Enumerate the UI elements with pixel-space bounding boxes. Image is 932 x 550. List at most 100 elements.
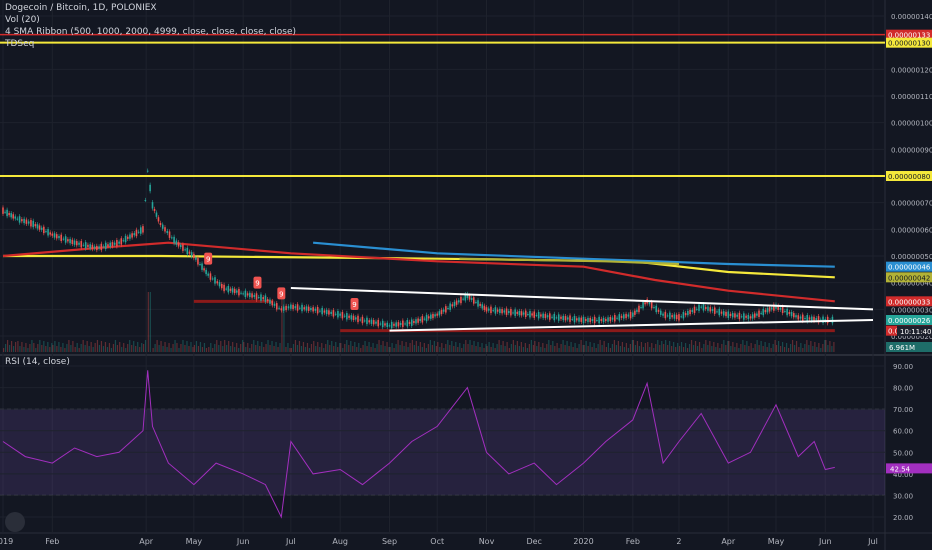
volume-bar	[415, 341, 417, 352]
volume-bar	[810, 341, 812, 352]
volume-bar	[655, 344, 657, 352]
volume-bar	[325, 344, 327, 352]
volume-bar	[585, 341, 587, 352]
candle-body	[758, 310, 760, 317]
candle-body	[334, 313, 337, 315]
volume-bar	[407, 347, 409, 352]
volume-bar	[80, 344, 82, 352]
volume-bar	[467, 344, 469, 352]
candle-body	[795, 315, 797, 318]
volume-bar	[570, 342, 572, 352]
candle-body	[253, 294, 256, 298]
volume-bar	[779, 346, 782, 352]
volume-bar	[512, 340, 514, 352]
candle-body	[544, 313, 547, 319]
volume-bar	[17, 341, 19, 352]
candle-body	[218, 282, 221, 287]
rsi-axis-label: 70.00	[893, 406, 913, 414]
symbol-title[interactable]: Dogecoin / Bitcoin, 1D, POLONIEX	[5, 3, 157, 13]
moving-average-line[interactable]	[2, 241, 835, 303]
candle-body	[445, 306, 447, 313]
volume-bar	[589, 342, 591, 352]
volume-bar	[263, 347, 265, 352]
candle-body	[341, 312, 344, 319]
candle-body	[801, 314, 804, 321]
tradingview-logo-icon[interactable]	[5, 512, 25, 532]
candle-body	[580, 317, 583, 322]
volume-bar	[688, 344, 691, 352]
rsi-indicator-label[interactable]: RSI (14, close)	[5, 357, 70, 367]
main-legend: Dogecoin / Bitcoin, 1D, POLONIEX Vol (20…	[5, 2, 296, 50]
volume-bar	[283, 292, 285, 352]
td-sequential-marker[interactable]	[253, 276, 262, 289]
volume-bar	[119, 342, 121, 352]
candle-body	[614, 315, 616, 322]
volume-bar	[777, 341, 780, 352]
volume-bar	[582, 345, 584, 352]
time-axis-label: Nov	[479, 537, 495, 546]
candle-body	[810, 316, 813, 321]
volume-bar	[566, 341, 568, 352]
td-sequential-marker[interactable]	[350, 298, 359, 310]
volume-bar	[595, 348, 597, 352]
time-axis-label: May	[186, 537, 203, 546]
level-price-badge	[886, 29, 932, 40]
moving-average-line[interactable]	[459, 257, 680, 266]
candle-body	[285, 305, 287, 311]
candle-body	[501, 309, 503, 314]
volume-bar	[271, 341, 273, 352]
rsi-pane	[0, 355, 932, 533]
rsi-line[interactable]	[2, 370, 835, 519]
volume-bar	[591, 347, 593, 352]
volume-bar	[768, 343, 770, 352]
volume-bar	[661, 341, 663, 352]
volume-bar	[199, 342, 202, 352]
time-axis-label: Dec	[526, 537, 541, 546]
volume-bar	[397, 340, 399, 352]
trendline[interactable]	[290, 287, 874, 311]
volume-bar	[429, 340, 431, 352]
candle-body	[75, 241, 78, 246]
volume-bar	[277, 347, 279, 352]
candle-body	[673, 314, 676, 319]
candle-body	[423, 318, 426, 320]
candle-body	[620, 315, 623, 318]
candle-body	[727, 311, 730, 318]
price-badge-text: 0.00000046	[888, 264, 931, 272]
candle-body	[328, 310, 330, 315]
candle-body	[372, 320, 375, 325]
trendline[interactable]	[389, 319, 874, 332]
candle-body	[460, 296, 462, 304]
candle-body	[722, 311, 725, 316]
volume-bar	[315, 346, 317, 352]
time-axis-label: May	[768, 537, 785, 546]
candle-body	[799, 316, 802, 319]
tdseq-indicator-label[interactable]: TDSeq	[5, 39, 35, 49]
volume-bar	[411, 340, 413, 352]
td-sequential-count: 9	[255, 280, 259, 288]
candle-body	[305, 306, 308, 311]
td-sequential-marker[interactable]	[277, 287, 286, 300]
volume-bar	[253, 340, 255, 352]
volume-bar	[339, 343, 341, 352]
volume-bar	[530, 340, 532, 352]
rsi-axis-label: 50.00	[893, 449, 913, 457]
volume-bar	[337, 347, 339, 352]
volume-bar	[321, 343, 323, 352]
volume-bar	[477, 342, 479, 352]
candle-body	[350, 315, 353, 320]
sma-ribbon-indicator-label[interactable]: 4 SMA Ribbon (500, 1000, 2000, 4999, clo…	[5, 27, 297, 37]
moving-average-line[interactable]	[313, 241, 835, 268]
candle-body	[87, 244, 89, 247]
candle-body	[255, 293, 258, 300]
volume-bar	[399, 345, 401, 352]
volume-bar	[725, 345, 727, 352]
td-sequential-marker[interactable]	[204, 252, 213, 265]
volume-bar	[285, 347, 287, 352]
candle-body	[118, 241, 120, 244]
volume-bar	[356, 347, 358, 352]
candle-body	[93, 246, 96, 249]
volume-indicator-label[interactable]: Vol (20)	[5, 15, 40, 25]
